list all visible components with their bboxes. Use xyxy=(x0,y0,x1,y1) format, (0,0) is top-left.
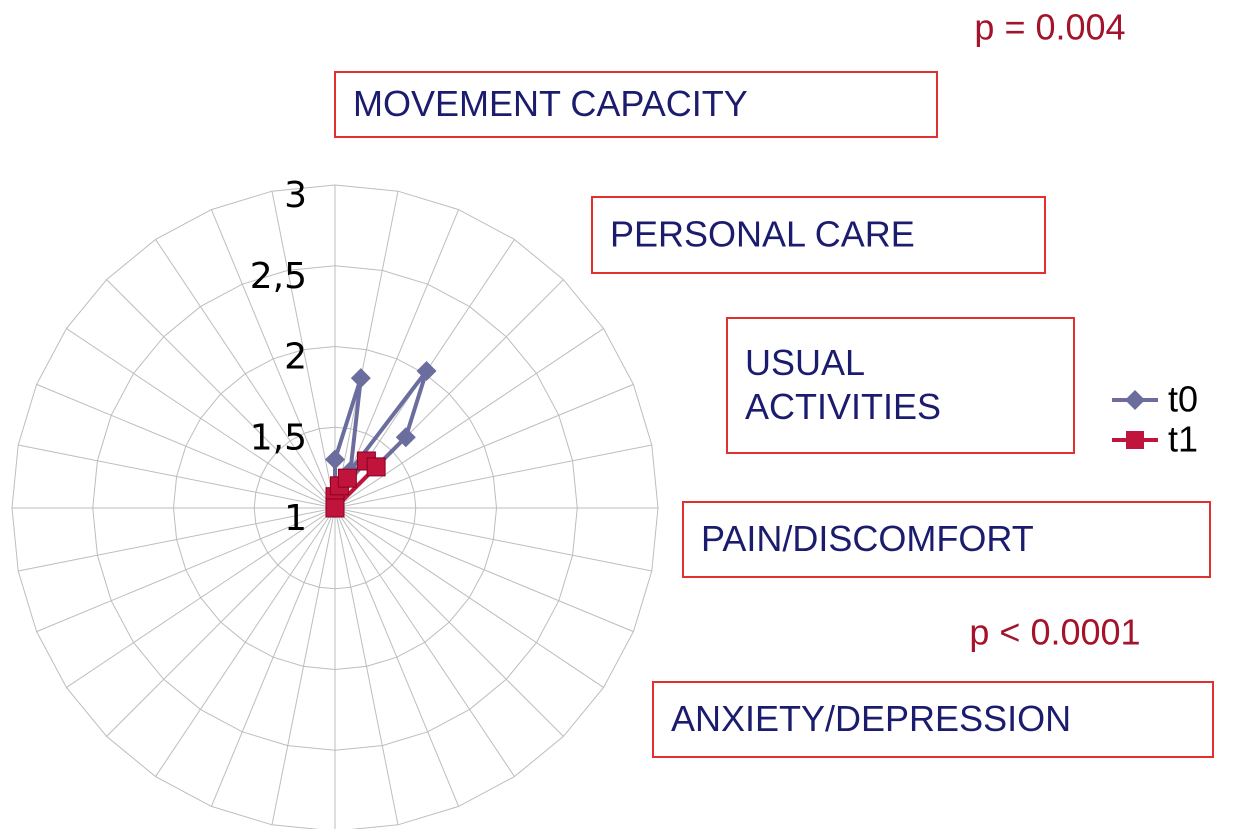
r-tick-label: 2 xyxy=(284,337,307,378)
spoke xyxy=(210,209,336,509)
annotation-box xyxy=(591,196,1046,274)
annotation-text: PAIN/DISCOMFORT xyxy=(701,518,1034,559)
legend-marker xyxy=(1126,431,1144,449)
marker xyxy=(325,449,345,470)
marker xyxy=(337,468,357,488)
marker xyxy=(416,361,437,382)
p-value: p = 0.004 xyxy=(974,7,1125,48)
spoke xyxy=(36,507,336,633)
annotation-text: USUAL xyxy=(745,342,865,383)
annotation-text: ANXIETY/DEPRESSION xyxy=(671,698,1071,739)
spoke xyxy=(271,507,336,825)
spoke xyxy=(18,507,336,572)
spoke xyxy=(334,383,634,509)
annotation-box xyxy=(334,71,938,138)
spoke xyxy=(334,507,399,825)
r-tick-label: 3 xyxy=(284,175,307,216)
spoke xyxy=(334,191,399,509)
spoke xyxy=(334,507,515,777)
spoke xyxy=(66,328,336,509)
spoke xyxy=(334,507,604,688)
spoke xyxy=(210,507,336,807)
legend-label: t1 xyxy=(1168,419,1198,460)
r-tick-label: 1,5 xyxy=(250,417,307,458)
spoke xyxy=(334,444,652,509)
annotation-box xyxy=(726,317,1075,454)
r-tick-label: 2,5 xyxy=(250,256,307,297)
legend-marker xyxy=(1125,390,1145,410)
spoke xyxy=(334,507,634,633)
spoke xyxy=(66,507,336,688)
marker xyxy=(395,427,416,448)
r-tick-label: 1 xyxy=(284,498,307,539)
spoke xyxy=(36,383,336,509)
marker xyxy=(366,457,386,477)
spoke xyxy=(155,239,336,509)
annotation-text: MOVEMENT CAPACITY xyxy=(353,83,748,124)
annotation-text: ACTIVITIES xyxy=(745,386,941,427)
p-value: p < 0.0001 xyxy=(969,612,1140,653)
annotation-box xyxy=(682,501,1211,578)
spoke xyxy=(334,209,460,509)
spoke xyxy=(334,507,460,807)
spoke xyxy=(271,191,336,509)
marker xyxy=(350,368,371,389)
annotation-text: PERSONAL CARE xyxy=(610,214,915,255)
marker xyxy=(325,498,345,518)
spoke xyxy=(334,507,652,572)
spoke xyxy=(334,507,564,737)
legend-label: t0 xyxy=(1168,379,1198,420)
annotation-box xyxy=(652,681,1214,758)
spoke xyxy=(155,507,336,777)
spoke xyxy=(334,328,604,509)
spoke xyxy=(106,279,336,509)
spoke xyxy=(106,507,336,737)
spoke xyxy=(18,444,336,509)
